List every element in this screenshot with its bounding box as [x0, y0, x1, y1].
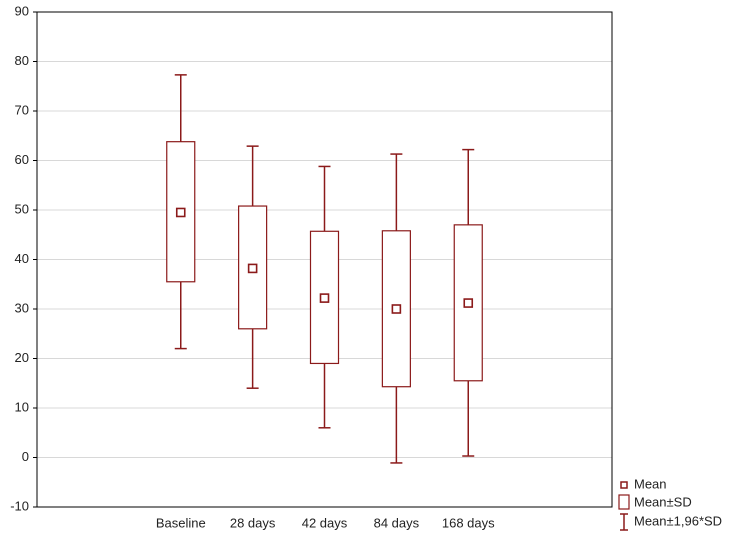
y-tick-label: 90	[15, 3, 29, 18]
x-tick-label: Baseline	[156, 515, 206, 530]
y-tick-label: 50	[15, 201, 29, 216]
y-tick-label: -10	[10, 498, 29, 513]
x-tick-label: 168 days	[442, 515, 495, 530]
legend-mean-icon	[620, 481, 628, 489]
legend-sd-icon	[618, 494, 630, 510]
y-tick-label: 70	[15, 102, 29, 117]
sd-box	[166, 141, 196, 283]
legend-label: Mean	[634, 476, 667, 491]
y-tick-label: 20	[15, 350, 29, 365]
y-tick-label: 30	[15, 300, 29, 315]
mean-marker	[463, 298, 474, 308]
y-tick-label: 40	[15, 251, 29, 266]
sd-box	[309, 230, 340, 365]
mean-marker	[175, 207, 186, 218]
y-tick-label: 10	[15, 399, 29, 414]
x-tick-label: 42 days	[302, 515, 348, 530]
legend-label: Mean±SD	[634, 494, 692, 509]
legend-label: Mean±1,96*SD	[634, 513, 722, 528]
y-tick-label: 80	[15, 53, 29, 68]
x-tick-label: 84 days	[374, 515, 420, 530]
plot-frame	[36, 11, 613, 508]
y-tick-label: 0	[22, 449, 29, 464]
mean-marker	[319, 293, 330, 303]
mean-marker	[391, 304, 402, 314]
x-tick-label: 28 days	[230, 515, 276, 530]
mean-marker	[247, 263, 258, 274]
y-tick-label: 60	[15, 152, 29, 167]
